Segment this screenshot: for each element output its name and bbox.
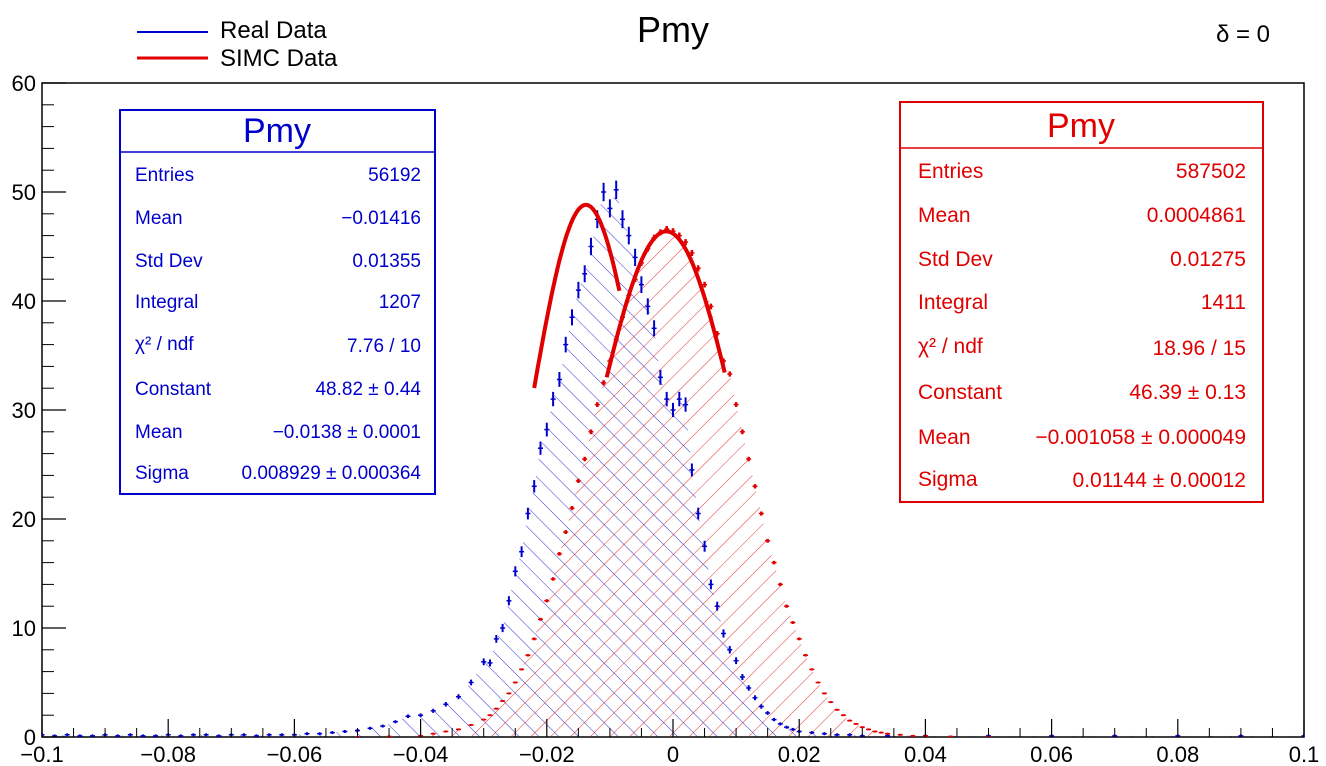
x-tick-label: 0: [667, 742, 679, 766]
stats-real-row-label: Mean: [135, 208, 183, 229]
stats-simc-row-label: Mean: [918, 204, 971, 227]
x-tick-label: −0.08: [140, 742, 196, 766]
x-tick-label: 0.06: [1030, 742, 1073, 766]
x-tick-label: 0.08: [1156, 742, 1199, 766]
y-tick-label: 20: [12, 507, 36, 532]
stats-real-row-label: Mean: [135, 422, 183, 443]
stats-simc-row-value: 587502: [1176, 160, 1246, 183]
stats-real-row-value: 7.76 / 10: [347, 336, 421, 357]
y-tick-label: 50: [12, 180, 36, 205]
stats-real-row-value: −0.0138 ± 0.0001: [273, 422, 421, 443]
fit-curve: [604, 229, 727, 378]
x-tick-label: 0.1: [1289, 742, 1320, 766]
stats-real-row-value: 56192: [368, 165, 421, 186]
stats-simc-row-value: 1411: [1201, 291, 1246, 314]
stats-real-row-value: 0.008929 ± 0.000364: [242, 463, 422, 484]
x-tick-label: 0.04: [904, 742, 947, 766]
stats-box-simc: Pmy Entries 587502 Mean 0.0004861 Std De…: [899, 101, 1264, 503]
stats-real-row-value: −0.01416: [341, 208, 421, 229]
x-tick-label: −0.04: [393, 742, 449, 766]
stats-real-title: Pmy: [243, 112, 311, 150]
stats-simc-row-value: 46.39 ± 0.13: [1129, 381, 1246, 404]
stats-simc-row-label: Sigma: [918, 468, 978, 491]
stats-simc-row-label: Constant: [918, 381, 1002, 404]
legend-label-real: Real Data: [220, 17, 327, 44]
x-tick-label: −0.06: [267, 742, 323, 766]
y-tick-label: 60: [12, 71, 36, 96]
stats-real-row-label: χ² / ndf: [135, 334, 194, 355]
y-tick-label: 40: [12, 289, 36, 314]
stats-simc-row-value: 0.01144 ± 0.00012: [1073, 469, 1246, 492]
stats-simc-row-label: Std Dev: [918, 248, 993, 271]
stats-simc-row-value: 0.01275: [1170, 248, 1246, 271]
stats-simc-title: Pmy: [1047, 107, 1115, 145]
stats-simc-row-value: 18.96 / 15: [1153, 337, 1246, 360]
stats-box-real: Pmy Entries 56192 Mean −0.01416 Std Dev …: [119, 109, 436, 495]
stats-real-row-value: 1207: [379, 292, 421, 313]
y-tick-label: 0: [24, 725, 36, 750]
fit-curve: [532, 202, 622, 389]
series-hatch-area: [357, 229, 989, 737]
stats-real-row-value: 0.01355: [352, 251, 421, 272]
stats-simc-row-label: Entries: [918, 160, 983, 183]
stats-simc-row-label: Mean: [918, 426, 971, 449]
legend: Real Data SIMC Data: [137, 17, 338, 72]
stats-real-row-label: Integral: [135, 292, 198, 313]
stats-real-row-label: Sigma: [135, 463, 189, 484]
y-tick-label: 30: [12, 398, 36, 423]
stats-simc-row-value: −0.001058 ± 0.000049: [1035, 426, 1246, 449]
stats-simc-row-label: χ² / ndf: [918, 335, 983, 358]
x-tick-label: −0.02: [519, 742, 575, 766]
legend-label-simc: SIMC Data: [220, 45, 338, 72]
stats-real-row-label: Std Dev: [135, 251, 203, 272]
x-tick-label: −0.1: [20, 742, 63, 766]
stats-real-row-label: Entries: [135, 165, 194, 186]
corner-label: δ = 0: [1216, 21, 1270, 48]
x-tick-label: 0.02: [778, 742, 821, 766]
y-tick-label: 10: [12, 616, 36, 641]
stats-real-row-value: 48.82 ± 0.44: [315, 379, 421, 400]
stats-real-row-label: Constant: [135, 379, 212, 400]
stats-simc-row-value: 0.0004861: [1147, 204, 1246, 227]
stats-simc-row-label: Integral: [918, 291, 988, 314]
chart-title: Pmy: [637, 9, 709, 50]
